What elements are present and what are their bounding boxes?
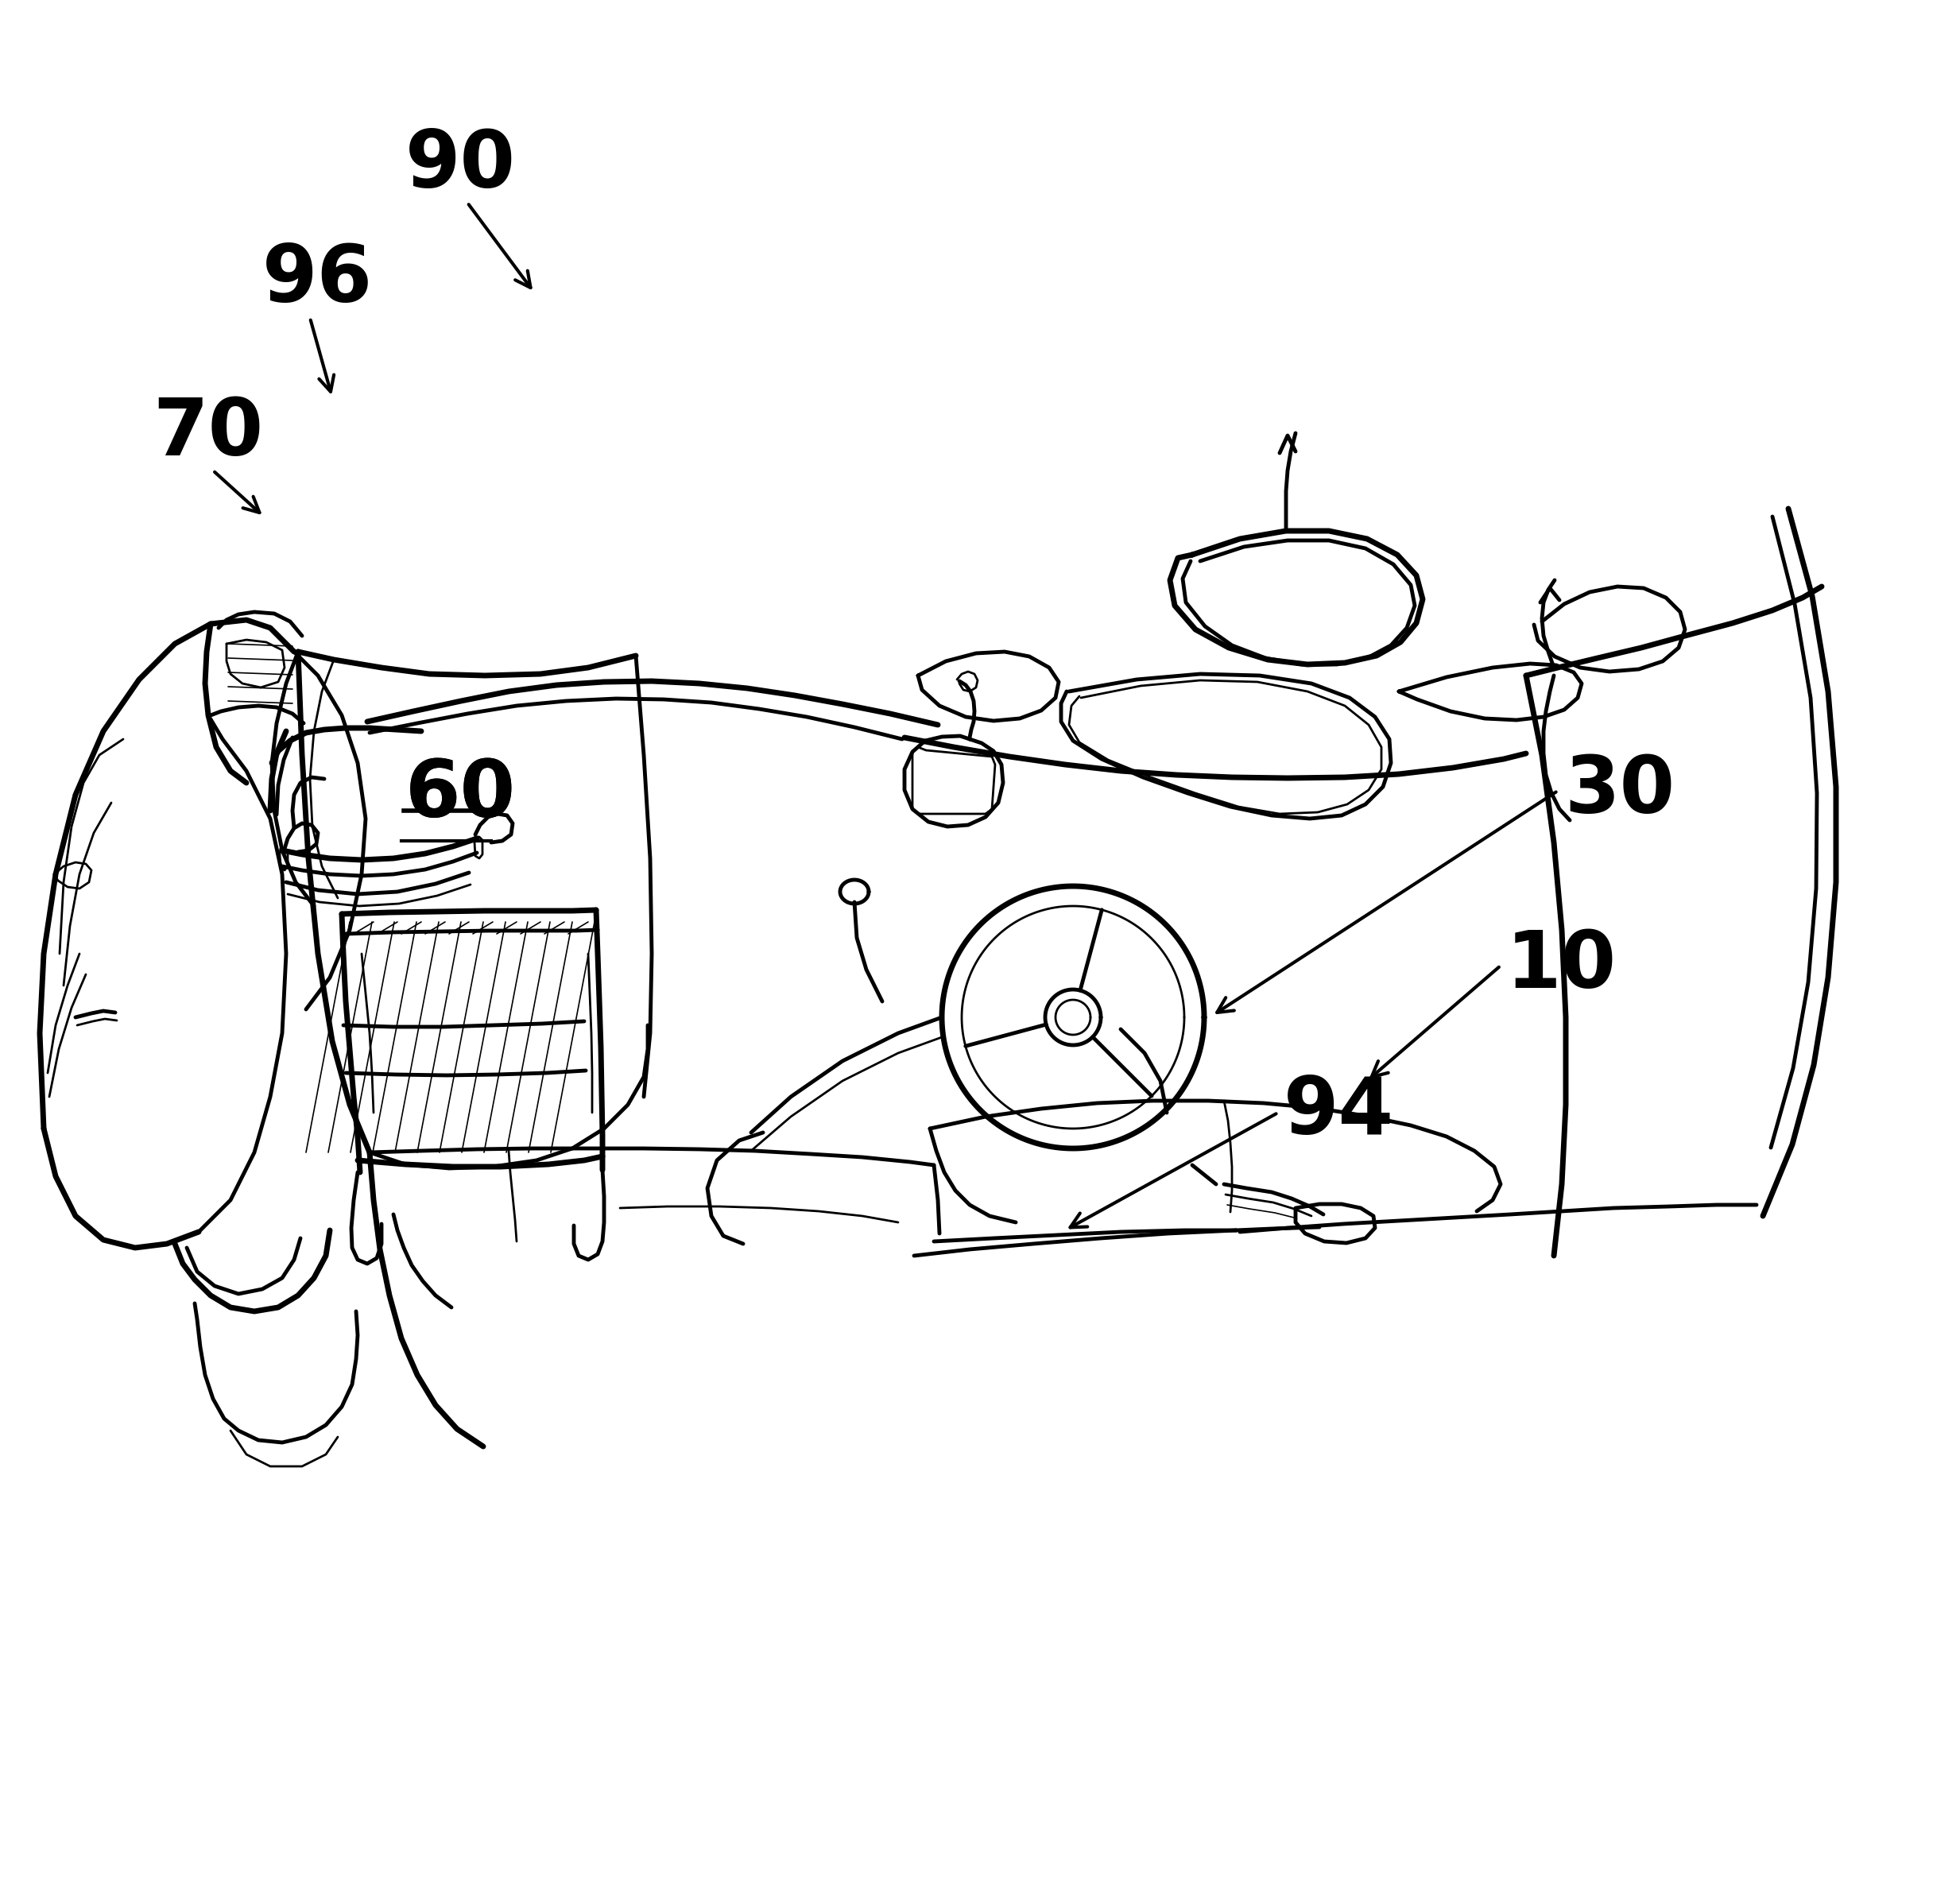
Text: 30: 30 bbox=[1564, 753, 1674, 830]
Text: 60: 60 bbox=[406, 757, 515, 834]
Text: 90: 90 bbox=[406, 126, 515, 203]
Text: 96: 96 bbox=[263, 241, 372, 318]
Text: 60: 60 bbox=[406, 757, 515, 834]
Text: 10: 10 bbox=[1505, 928, 1617, 1005]
Text: 70: 70 bbox=[153, 395, 263, 472]
Text: 94: 94 bbox=[1284, 1075, 1394, 1152]
